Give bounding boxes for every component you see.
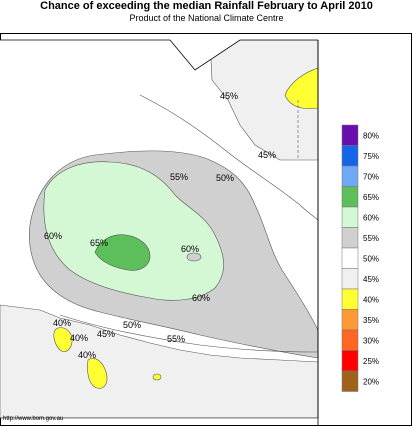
region-60 [43, 161, 224, 301]
legend-label: 40% [363, 295, 379, 304]
legend-swatch [341, 186, 359, 208]
label-40-sw: 40% [53, 318, 71, 328]
label-55-north: 55% [170, 172, 188, 182]
legend-swatch [341, 165, 359, 187]
legend-label: 25% [363, 357, 379, 366]
legend: 80% 75% 70% 65% 60% 55% 50% 45% 40% 35% 30% 25% 20% [341, 124, 379, 392]
legend-swatch [341, 329, 359, 351]
region-40-sw2 [87, 358, 108, 389]
legend-swatch [341, 227, 359, 249]
region-55-hole [186, 252, 202, 262]
legend-label: 55% [363, 234, 379, 243]
label-55-south: 55% [167, 334, 185, 344]
region-40-north [284, 67, 318, 109]
legend-label: 45% [363, 275, 379, 284]
label-45-north: 45% [220, 91, 238, 101]
region-65 [94, 234, 151, 271]
legend-swatch [341, 124, 359, 146]
legend-swatch [341, 247, 359, 269]
region-40-sw1 [53, 327, 73, 352]
label-40-sw3: 40% [78, 350, 96, 360]
legend-label: 70% [363, 172, 379, 181]
legend-swatch [341, 309, 359, 331]
label-45-kimberley: 45% [258, 150, 276, 160]
legend-label: 50% [363, 254, 379, 263]
legend-label: 20% [363, 377, 379, 386]
label-60-centre: 60% [181, 244, 199, 254]
rainfall-map: 45% 45% 55% 50% 60% 65% 60% 60% 40% 40% … [0, 33, 412, 426]
credit-url: http://www.bom.gov.au [3, 416, 64, 422]
label-50-south: 50% [123, 320, 141, 330]
label-60-south: 60% [192, 293, 210, 303]
legend-label: 30% [363, 336, 379, 345]
legend-swatch [341, 268, 359, 290]
label-40-sw2: 40% [70, 333, 88, 343]
legend-swatch [341, 206, 359, 228]
legend-swatch [341, 370, 359, 392]
contour-50-north [139, 94, 318, 221]
contour-50-south [59, 314, 318, 353]
map-subtitle: Product of the National Climate Centre [129, 13, 284, 23]
label-60-west: 60% [44, 231, 62, 241]
label-50-north: 50% [216, 173, 234, 183]
region-45-north [209, 40, 318, 161]
legend-label: 80% [363, 131, 379, 140]
map-title: Chance of exceeding the median Rainfall … [40, 0, 373, 12]
label-65: 65% [90, 238, 108, 248]
region-40-sw3 [152, 373, 162, 381]
legend-label: 35% [363, 316, 379, 325]
region-45-south [0, 304, 318, 418]
legend-label: 65% [363, 193, 379, 202]
legend-swatch [341, 145, 359, 167]
legend-label: 60% [363, 213, 379, 222]
legend-swatch [341, 288, 359, 310]
legend-label: 75% [363, 152, 379, 161]
label-45-south: 45% [97, 329, 115, 339]
legend-swatch [341, 350, 359, 372]
